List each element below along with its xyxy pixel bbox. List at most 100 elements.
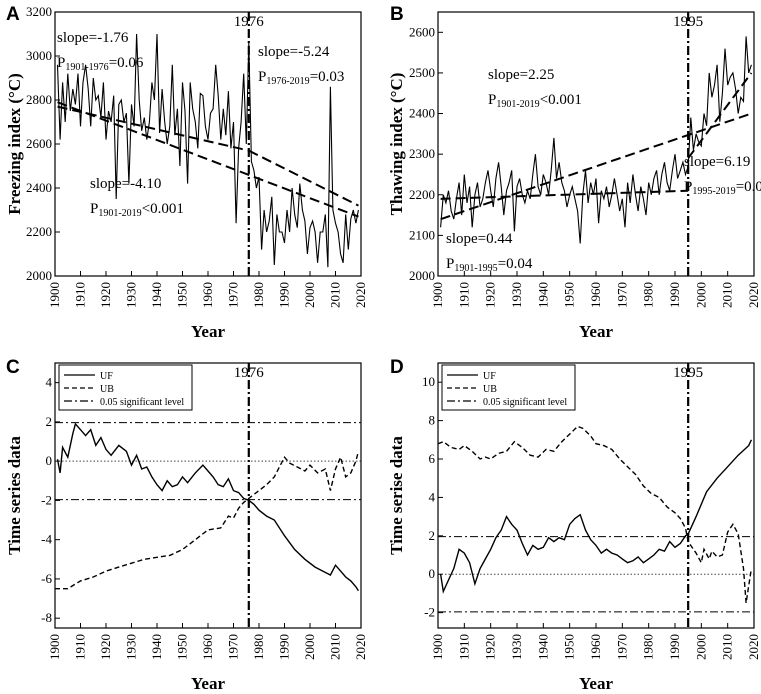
p-value-text: P1901-2019<0.001 [488, 92, 582, 110]
x-tick-label: 2020 [746, 634, 761, 660]
x-tick-label: 1910 [456, 634, 471, 660]
p-period: 1901-1976 [65, 62, 108, 73]
y-tick-label: 2000 [26, 268, 52, 283]
panel-b: B 2000 2100 2200 2300 2400 2500 2600 1900 1910 192… [387, 4, 761, 341]
y-tick-label: 2 [46, 414, 53, 429]
y-tick-label: 0 [46, 453, 53, 468]
x-tick-label: 2020 [746, 282, 761, 308]
p-symbol: P [258, 69, 266, 85]
legend-significance-label: 0.05 significant level [483, 397, 567, 408]
y-axis-label: Time serise data [387, 436, 406, 555]
y-tick-label: 2600 [409, 24, 435, 39]
x-tick-label: 2010 [720, 282, 735, 308]
breakpoint-label: 1976 [234, 14, 265, 30]
x-tick-label: 1980 [251, 634, 266, 660]
x-tick-label: 2000 [302, 634, 317, 660]
p-value: =0.06 [109, 55, 144, 71]
x-tick-label: 1950 [562, 282, 577, 308]
x-tick-label: 1990 [667, 634, 682, 660]
x-tick-label: 1970 [614, 282, 629, 308]
y-axis-label: Freezing index (°C) [5, 73, 24, 215]
p-value-text: P1901-1976=0.06 [57, 55, 144, 73]
series-uf [56, 422, 359, 592]
x-tick-label: 1980 [251, 282, 266, 308]
panel-label: B [390, 4, 404, 25]
breakpoint-label: 1995 [673, 365, 703, 381]
y-tick-label: 2100 [409, 227, 435, 242]
y-tick-label: 2400 [409, 106, 435, 121]
y-axis-label: Time series data [5, 436, 24, 555]
y-tick-label: -6 [41, 571, 52, 586]
p-period: 1976-2019 [266, 76, 309, 87]
x-tick-label: 1900 [47, 634, 62, 660]
series-uf [439, 439, 753, 594]
p-value-text: P1901-1995=0.04 [446, 256, 533, 274]
x-tick-label: 2000 [302, 282, 317, 308]
trend-annotation: slope=0.44 P1901-1995=0.04 [446, 231, 533, 274]
plot-frame [437, 11, 755, 277]
legend-significance-label: 0.05 significant level [100, 397, 184, 408]
x-tick-label: 1990 [277, 282, 292, 308]
y-tick-label: 4 [46, 375, 53, 390]
x-axis-label: Year [191, 322, 225, 341]
p-symbol: P [90, 201, 98, 217]
trend-annotation: slope=6.19 P1995-2019=0.01 [684, 154, 761, 197]
trend-annotation: slope=-5.24 P1976-2019=0.03 [258, 44, 344, 87]
panel-d: D -2 0 2 4 6 8 10 1900 1910 1920 1930 1940 1950 1960 19… [387, 357, 761, 693]
legend-ub-label: UB [483, 384, 497, 395]
series-ub [438, 425, 753, 604]
y-axis-label: Thawing index (°C) [387, 73, 406, 216]
x-tick-label: 1910 [73, 634, 88, 660]
x-tick-label: 2000 [693, 282, 708, 308]
trend-annotation: slope=-1.76 P1901-1976=0.06 [57, 30, 144, 73]
y-tick-label: 0 [429, 566, 436, 581]
y-tick-label: 6 [429, 451, 436, 466]
x-tick-label: 1980 [641, 634, 656, 660]
x-tick-label: 1970 [614, 634, 629, 660]
y-tick-label: 2300 [409, 146, 435, 161]
slope-text: slope=-1.76 [57, 30, 129, 46]
panel-c: C -8 -6 -4 -2 0 2 4 1900 1910 1920 1930 1940 1950 1960… [5, 357, 368, 693]
y-tick-label: 4 [429, 489, 436, 504]
legend: UF UB 0.05 significant level [58, 364, 193, 411]
trend-line [440, 189, 689, 200]
p-symbol: P [488, 92, 496, 108]
y-tick-label: 2 [429, 528, 436, 543]
p-value-text: P1995-2019=0.01 [684, 179, 761, 197]
x-tick-label: 1930 [509, 634, 524, 660]
x-tick-label: 2000 [693, 634, 708, 660]
legend-uf-label: UF [100, 371, 113, 382]
x-tick-label: 1960 [588, 282, 603, 308]
x-tick-label: 1910 [456, 282, 471, 308]
x-tick-label: 1960 [588, 634, 603, 660]
x-tick-label: 1970 [226, 282, 241, 308]
y-tick-label: 2200 [409, 187, 435, 202]
x-tick-label: 1940 [149, 634, 164, 660]
x-axis-label: Year [579, 674, 613, 693]
x-tick-label: 1990 [667, 282, 682, 308]
x-tick-label: 2010 [328, 634, 343, 660]
p-period: 1995-2019 [692, 186, 735, 197]
x-tick-label: 1920 [483, 634, 498, 660]
x-tick-label: 2010 [720, 634, 735, 660]
p-symbol: P [446, 256, 454, 272]
x-tick-label: 1930 [124, 282, 139, 308]
legend: UF UB 0.05 significant level [441, 364, 576, 411]
x-tick-label: 1980 [641, 282, 656, 308]
x-tick-label: 1970 [226, 634, 241, 660]
y-tick-label: 2400 [26, 180, 52, 195]
plot-frame [54, 362, 362, 629]
x-tick-label: 1950 [175, 282, 190, 308]
y-tick-label: 2800 [26, 92, 52, 107]
y-tick-label: -2 [424, 605, 435, 620]
p-value: =0.01 [736, 179, 761, 195]
plot-frame [437, 362, 755, 629]
p-value: <0.001 [142, 201, 184, 217]
y-tick-label: -2 [41, 492, 52, 507]
y-tick-label: 8 [429, 413, 436, 428]
panel-label: A [6, 4, 20, 25]
panel-a: A 2000 2200 2400 2600 2800 3000 3200 1900 1910 192… [5, 4, 368, 341]
trend-line [57, 105, 250, 152]
x-tick-label: 1920 [483, 282, 498, 308]
